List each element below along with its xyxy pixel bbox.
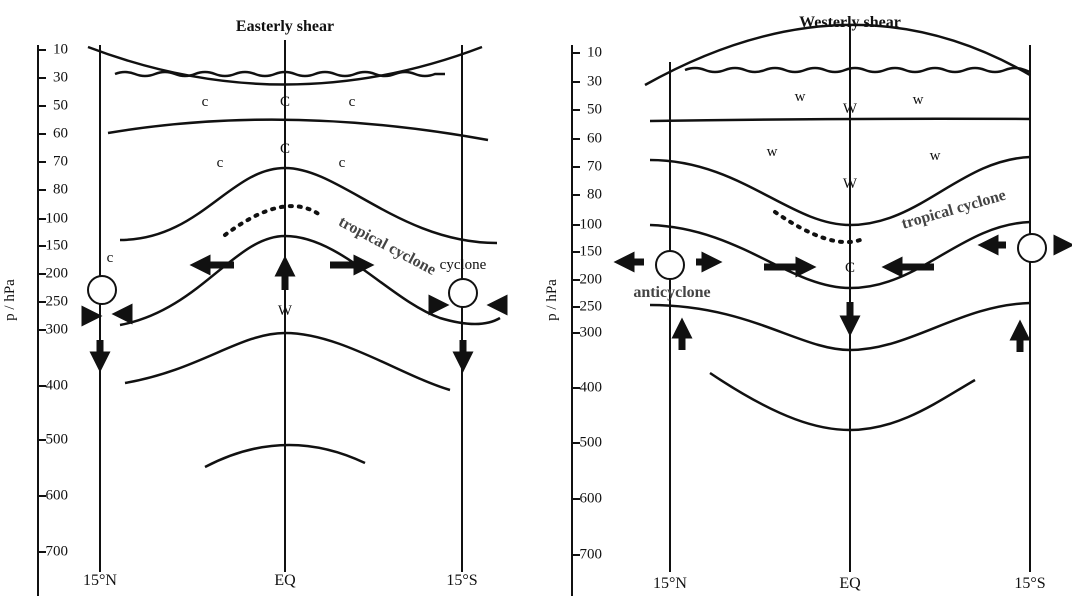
annotation: w [767, 144, 778, 160]
annotation: c [107, 250, 114, 266]
isentrope [87, 45, 483, 86]
tropopause [114, 70, 445, 78]
tick-label: 70 [587, 158, 602, 174]
isentrope [119, 166, 498, 245]
x-label: EQ [839, 575, 861, 592]
tick-label: 30 [587, 73, 602, 89]
x-label: 15°S [1014, 575, 1045, 592]
isentrope [124, 331, 451, 392]
isentrope [204, 443, 366, 469]
isentrope [107, 118, 489, 142]
tick-label: 700 [46, 543, 69, 559]
x-label: 15°N [653, 575, 687, 592]
tick-label: 400 [580, 379, 603, 395]
tick-label: 60 [587, 130, 602, 146]
tick-label: 500 [46, 431, 69, 447]
annotation: c [339, 155, 346, 171]
tick-label: 600 [580, 490, 603, 506]
tick-label: 250 [580, 298, 603, 314]
annotation: C [280, 141, 290, 157]
tick-label: 200 [580, 271, 603, 287]
tick-label: 400 [46, 377, 69, 393]
tick-label: 300 [580, 324, 603, 340]
tick-label: 600 [46, 487, 69, 503]
isentrope [709, 371, 976, 432]
tick-label: 500 [580, 434, 603, 450]
isentrope [649, 155, 1031, 227]
tick-label: 50 [53, 97, 68, 113]
annotation: W [843, 176, 858, 192]
annotation: C [280, 94, 290, 110]
tick-label: 200 [46, 265, 69, 281]
tick-label: 50 [587, 101, 602, 117]
isentrope [649, 117, 1031, 123]
isentrope [649, 220, 1031, 290]
vortex [87, 275, 117, 305]
annotation: anticyclone [633, 284, 710, 301]
tick-label: 70 [53, 153, 68, 169]
tick-label: 30 [53, 69, 68, 85]
vortex [655, 250, 685, 280]
dotted-line [773, 210, 862, 245]
tick-label: 150 [46, 237, 69, 253]
vortex [1017, 233, 1047, 263]
panel-westerly: Westerly shear p / hPa 10305060708010015… [544, 14, 1072, 596]
vortex [448, 278, 478, 308]
tick-label: 250 [46, 293, 69, 309]
annotation: w [913, 92, 924, 108]
tick-label: 80 [53, 181, 68, 197]
tick-label: 60 [53, 125, 68, 141]
annotation: tropical cyclone [900, 187, 1008, 233]
tick-label: 10 [53, 41, 68, 57]
annotation: w [795, 89, 806, 105]
tick-label: 100 [580, 216, 603, 232]
tick-label: 10 [587, 44, 602, 60]
panel-easterly: Easterly shear p / hPa 10 30 50 60 70 80 100 15… [2, 18, 508, 596]
x-label: EQ [274, 572, 296, 589]
annotation: c [217, 155, 224, 171]
tick-label: 80 [587, 186, 602, 202]
isentrope [644, 23, 1031, 87]
annotation: w [930, 148, 941, 164]
panel-title: Easterly shear [236, 18, 334, 35]
tick-label: 150 [580, 243, 603, 259]
x-label: 15°S [446, 572, 477, 589]
tick-label: 700 [580, 546, 603, 562]
annotation: W [843, 101, 858, 117]
tropopause [684, 66, 1031, 74]
annotation: cyclone [440, 257, 487, 273]
annotation: W [278, 303, 293, 319]
tick-label: 100 [46, 210, 69, 226]
isentrope [119, 234, 501, 327]
annotation: C [845, 260, 855, 276]
axis-label: p / hPa [2, 279, 18, 321]
annotation: c [202, 94, 209, 110]
annotation: c [349, 94, 356, 110]
isentrope [649, 301, 1031, 352]
axis-label: p / hPa [544, 279, 560, 321]
annotation: tropical cyclone [336, 213, 439, 279]
tick-label: 300 [46, 321, 69, 337]
dotted-line [223, 204, 322, 237]
x-label: 15°N [83, 572, 117, 589]
